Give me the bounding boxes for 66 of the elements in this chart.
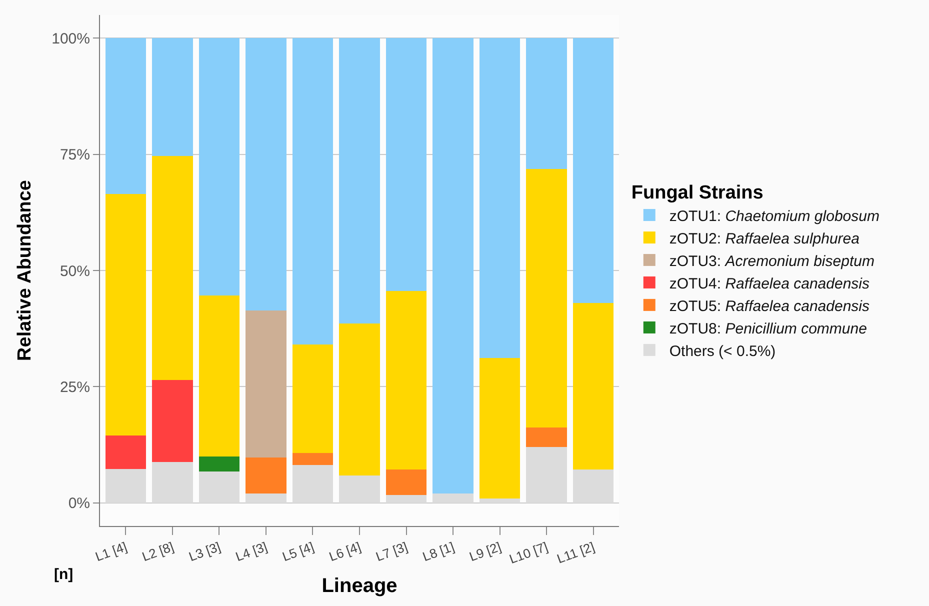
bar <box>339 38 380 324</box>
legend-label: zOTU5: Raffaelea canadensis <box>669 298 870 315</box>
x-tick-label: L10 [7] <box>507 538 550 567</box>
y-tick-label: 100% <box>52 30 90 48</box>
x-tick-label: L11 [2] <box>554 538 597 566</box>
bar <box>246 38 286 310</box>
bar <box>105 38 146 194</box>
bar <box>152 156 193 380</box>
x-tick-label: L4 [3] <box>234 538 270 564</box>
bar <box>572 303 614 470</box>
x-tick-label: L5 [4] <box>280 538 316 564</box>
x-tick-label: L1 [4] <box>93 538 129 564</box>
bar <box>386 494 427 503</box>
bar <box>246 310 286 458</box>
bar <box>526 168 567 428</box>
legend-label: zOTU2: Raffaelea sulphurea <box>669 230 860 248</box>
x-axis-title: Lineage <box>322 575 398 598</box>
bar <box>292 453 334 466</box>
x-tick-label: L3 [3] <box>186 538 222 564</box>
bar <box>152 380 193 462</box>
x-tick-label: L7 [3] <box>374 538 410 564</box>
y-axis-title: Relative Abundance <box>14 180 36 361</box>
bar <box>152 462 193 503</box>
bar <box>386 38 427 291</box>
bar <box>386 290 427 470</box>
bar <box>572 469 614 503</box>
bar <box>105 194 146 436</box>
legend-label: zOTU4: Raffaelea canadensis <box>669 275 870 292</box>
bar <box>198 456 240 472</box>
bar <box>198 38 240 296</box>
legend-title: Fungal Strains <box>631 182 764 204</box>
text: [n] <box>54 566 74 583</box>
bar <box>292 38 334 344</box>
x-tick-label: L9 [2] <box>467 538 504 564</box>
bar <box>105 468 146 503</box>
bar <box>246 493 286 503</box>
bar <box>432 493 474 503</box>
y-tick-label: 75% <box>60 146 90 164</box>
y-tick-label: 25% <box>60 378 90 396</box>
legend-label: zOTU8: Penicillium commune <box>669 320 867 338</box>
bar <box>339 475 380 503</box>
legend-label: Others (< 0.5%) <box>669 342 776 360</box>
bar <box>105 435 146 469</box>
x-tick-label: L8 [1] <box>420 538 456 564</box>
bar <box>479 358 520 499</box>
x-tick-label: L6 [4] <box>327 538 363 564</box>
legend-label: zOTU3: Acremonium biseptum <box>669 252 874 270</box>
bar <box>152 38 193 156</box>
bar <box>526 447 567 503</box>
bar <box>292 344 334 454</box>
x-tick-label: L2 [8] <box>140 538 176 564</box>
bar <box>572 38 614 304</box>
bar <box>386 469 427 495</box>
bar <box>246 457 286 494</box>
bar <box>479 38 520 358</box>
bar <box>526 428 567 448</box>
legend-label: zOTU1: Chaetomium globosum <box>669 208 880 225</box>
bar <box>339 323 380 476</box>
bar <box>526 38 567 169</box>
bar <box>292 465 334 503</box>
bar <box>432 38 474 494</box>
bar <box>479 498 520 503</box>
bar <box>198 472 240 503</box>
y-tick-label: 0% <box>68 495 90 512</box>
y-tick-label: 50% <box>60 262 90 280</box>
bar <box>198 296 240 456</box>
